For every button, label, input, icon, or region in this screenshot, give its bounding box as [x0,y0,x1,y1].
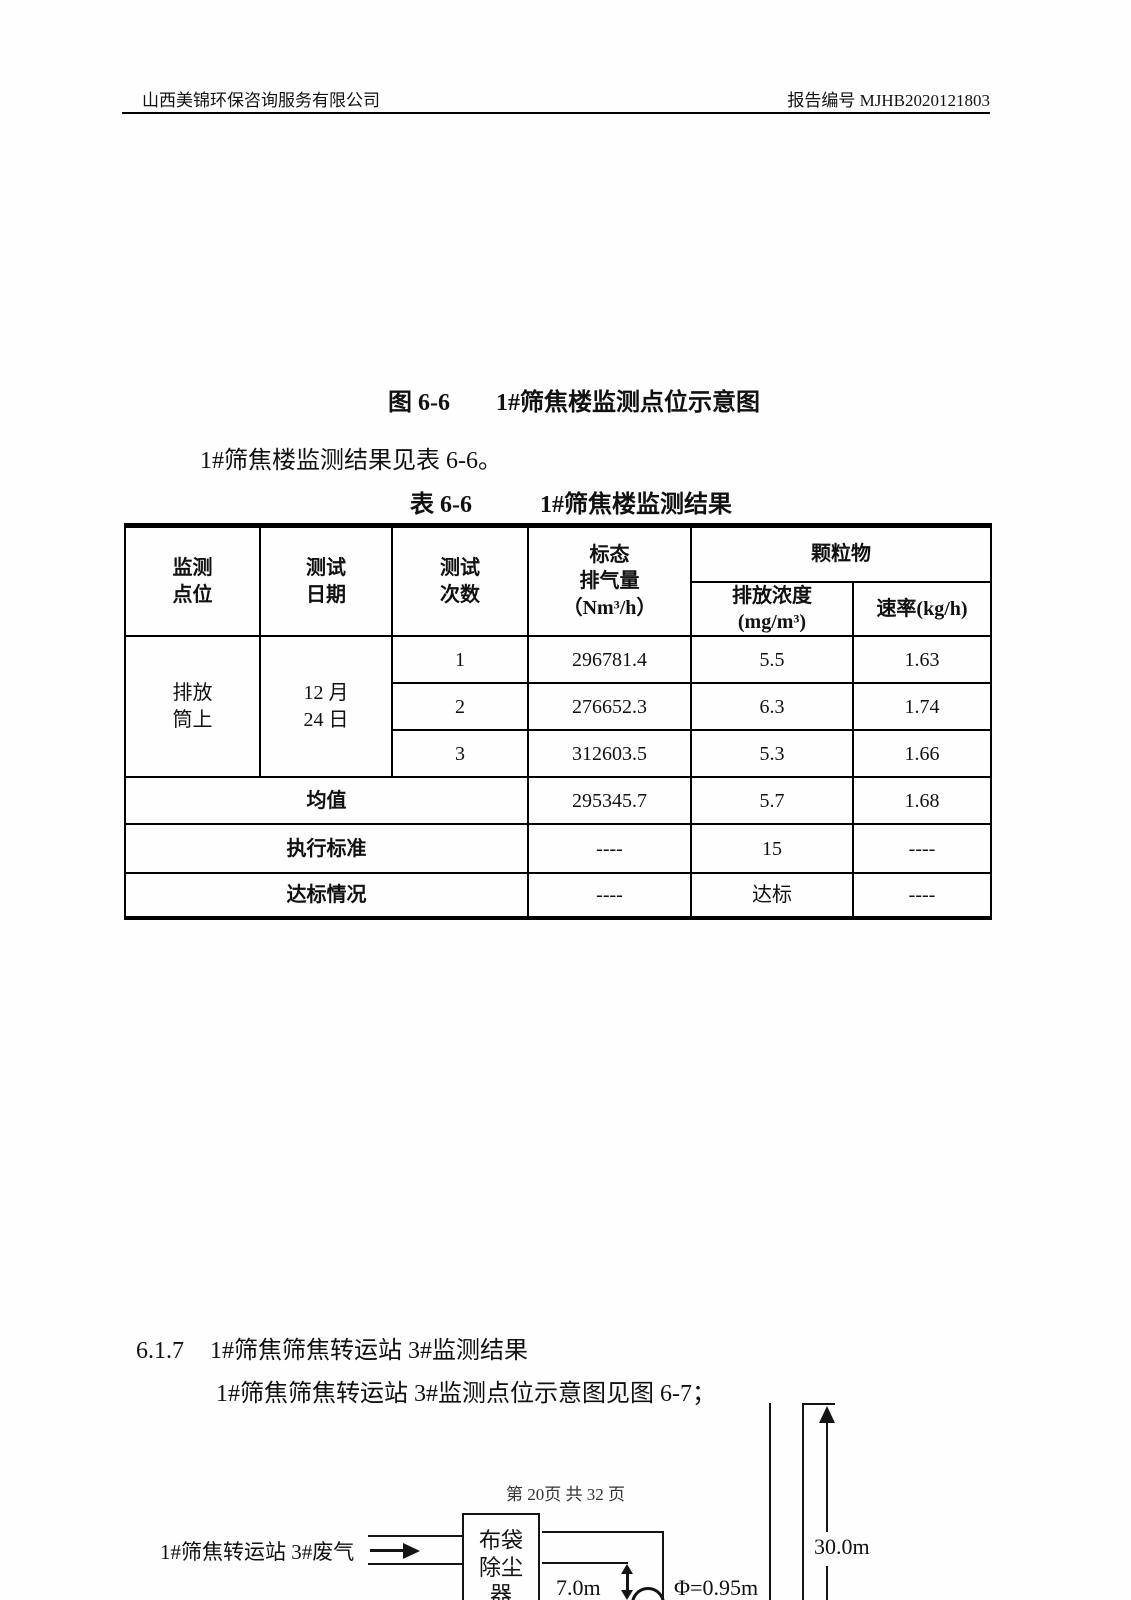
cell-no: 3 [391,729,529,779]
table-summary-row-compliance: 达标情况 ---- 达标 ---- [124,872,992,920]
baghouse-filter-box: 布袋 除尘 器 [462,1513,540,1600]
cell-rate: 1.63 [852,635,992,685]
cell-flow: 296781.4 [527,635,692,685]
cell-conc: 5.3 [690,729,854,779]
summary-label: 执行标准 [124,823,529,875]
section-number: 6.1.7 [136,1338,184,1364]
table-summary-row-mean: 均值 295345.7 5.7 1.68 [124,776,992,826]
stack-dim-line-lower [826,1566,828,1600]
cell-rate: 1.68 [852,776,992,826]
table-summary-row-standard: 执行标准 ---- 15 ---- [124,823,992,875]
cell-monitor-point: 排放 筒上 [124,635,261,779]
cell-rate: 1.74 [852,682,992,732]
figure-caption-title: 1#筛焦楼监测点位示意图 [496,390,760,416]
section-paragraph: 1#筛焦筛焦转运站 3#监测点位示意图见图 6-7； [216,1381,716,1407]
stack-left-wall-line [769,1403,771,1600]
table-header-row-1: 监测 点位 测试 日期 测试 次数 标态 排气量 （Nm³/h） 颗粒物 [124,524,992,638]
figure-caption-label: 图 6-6 [388,390,450,416]
fan-circle-icon [631,1587,665,1600]
cell-conc: 达标 [690,872,854,920]
header-monitor-point: 监测 点位 [124,524,261,638]
table-caption-label: 表 6-6 [410,492,472,518]
cell-conc: 5.7 [690,776,854,826]
cell-no: 1 [391,635,529,685]
stack-top-extension-line [802,1403,835,1405]
monitoring-results-table: 监测 点位 测试 日期 测试 次数 标态 排气量 （Nm³/h） 颗粒物 排放浓… [124,523,992,921]
cell-conc: 5.5 [690,635,854,685]
stack-dim-line-upper [826,1421,828,1532]
table-caption-title: 1#筛焦楼监测结果 [540,492,732,518]
header-rate: 速率(kg/h) [852,580,992,638]
inlet-duct-top-line [368,1535,464,1537]
table-caption: 表 6-6 1#筛焦楼监测结果 [410,484,732,519]
table-row: 2 276652.3 6.3 1.74 [125,682,992,732]
cell-flow: ---- [527,872,692,920]
duct-dim-arrow-down-icon [621,1590,633,1600]
duct-dim-line [626,1570,629,1592]
intro-paragraph: 1#筛焦楼监测结果见表 6-6。 [200,448,502,474]
table-row: 3 312603.5 5.3 1.66 [125,729,992,779]
table-header-row-2: 排放浓度 (mg/m³) 速率(kg/h) [125,580,992,638]
summary-label: 达标情况 [124,872,529,920]
cell-flow: 276652.3 [527,682,692,732]
section-title: 1#筛焦筛焦转运站 3#监测结果 [210,1338,528,1364]
stack-height-label: 30.0m [814,1534,870,1559]
summary-label: 均值 [124,776,529,826]
inlet-arrow-shaft [370,1549,404,1552]
duct-height-label: 7.0m [556,1575,601,1600]
cell-flow: ---- [527,823,692,875]
cell-rate: ---- [852,823,992,875]
duct-dim-arrow-up-icon [621,1564,633,1574]
outlet-duct-right-line [662,1531,664,1600]
inlet-arrow-icon [403,1543,420,1559]
inlet-duct-bottom-line [368,1563,464,1565]
table-row: 排放 筒上 12 月 24 日 1 296781.4 5.5 1.63 [124,635,992,779]
header-test-date: 测试 日期 [259,524,393,638]
header-company: 山西美锦环保咨询服务有限公司 [142,91,380,110]
cell-conc: 15 [690,823,854,875]
cell-conc: 6.3 [690,682,854,732]
page-footer: 第 20页 共 32 页 [506,1485,625,1504]
header-rule [122,112,990,114]
stack-diameter-label: Φ=0.95m [674,1575,759,1600]
cell-flow: 295345.7 [527,776,692,826]
cell-test-date: 12 月 24 日 [259,635,393,779]
stack-right-wall-line [802,1403,804,1600]
cell-rate: ---- [852,872,992,920]
header-report-number: 报告编号 MJHB2020121803 [787,91,990,110]
header-test-no: 测试 次数 [391,524,529,638]
outlet-duct-top-line [542,1531,664,1533]
cell-rate: 1.66 [852,729,992,779]
outlet-duct-mid-line [542,1562,628,1564]
cell-flow: 312603.5 [527,729,692,779]
header-flow: 标态 排气量 （Nm³/h） [527,524,692,638]
stack-dim-arrow-up-icon [819,1406,835,1423]
diagram-inlet-label: 1#筛焦转运站 3#废气 [160,1540,355,1564]
section-heading: 6.1.7 1#筛焦筛焦转运站 3#监测结果 [136,1330,528,1365]
cell-no: 2 [391,682,529,732]
header-concentration: 排放浓度 (mg/m³) [690,580,854,638]
header-particulate: 颗粒物 [690,524,992,583]
figure-caption: 图 6-6 1#筛焦楼监测点位示意图 [388,382,760,417]
